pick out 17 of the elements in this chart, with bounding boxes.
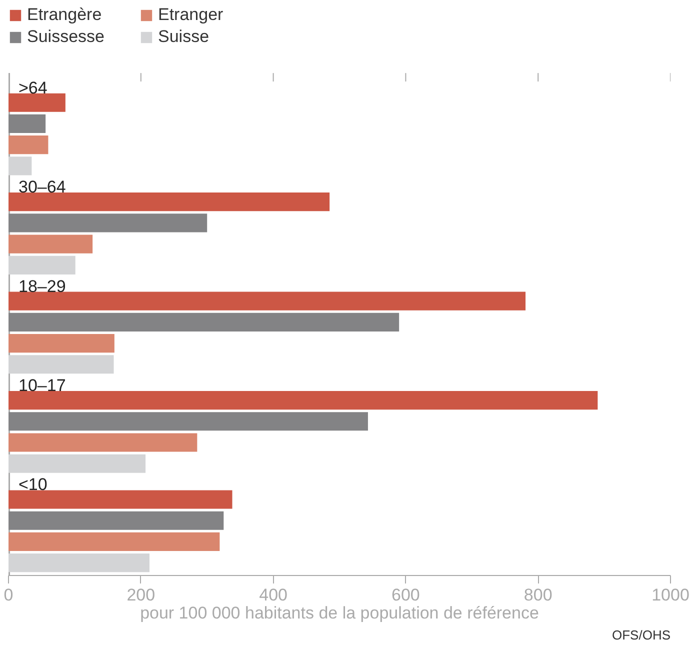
y-tick-label: <10 <box>18 475 48 494</box>
y-tick-label: 10–17 <box>18 376 66 395</box>
x-tick-label: 800 <box>524 586 552 604</box>
legend-label: Suissesse <box>27 27 106 47</box>
legend-label: Etrangère <box>27 5 103 25</box>
legend-label: Etranger <box>158 5 224 25</box>
x-tick-label: 600 <box>392 586 420 604</box>
y-tick-label: >64 <box>18 78 48 98</box>
x-tick-label: 0 <box>4 586 14 604</box>
text: OFS/OHS <box>612 628 671 642</box>
x-tick-label: 400 <box>259 586 288 604</box>
x-tick-label: 1000 <box>652 586 690 604</box>
x-axis-title: pour 100 000 habitants de la population de référence <box>140 604 539 622</box>
legend-label: Suisse <box>158 27 210 47</box>
y-tick-label: 30–64 <box>18 178 66 197</box>
y-tick-label: 18–29 <box>18 276 66 296</box>
x-tick-label: 200 <box>126 586 156 604</box>
